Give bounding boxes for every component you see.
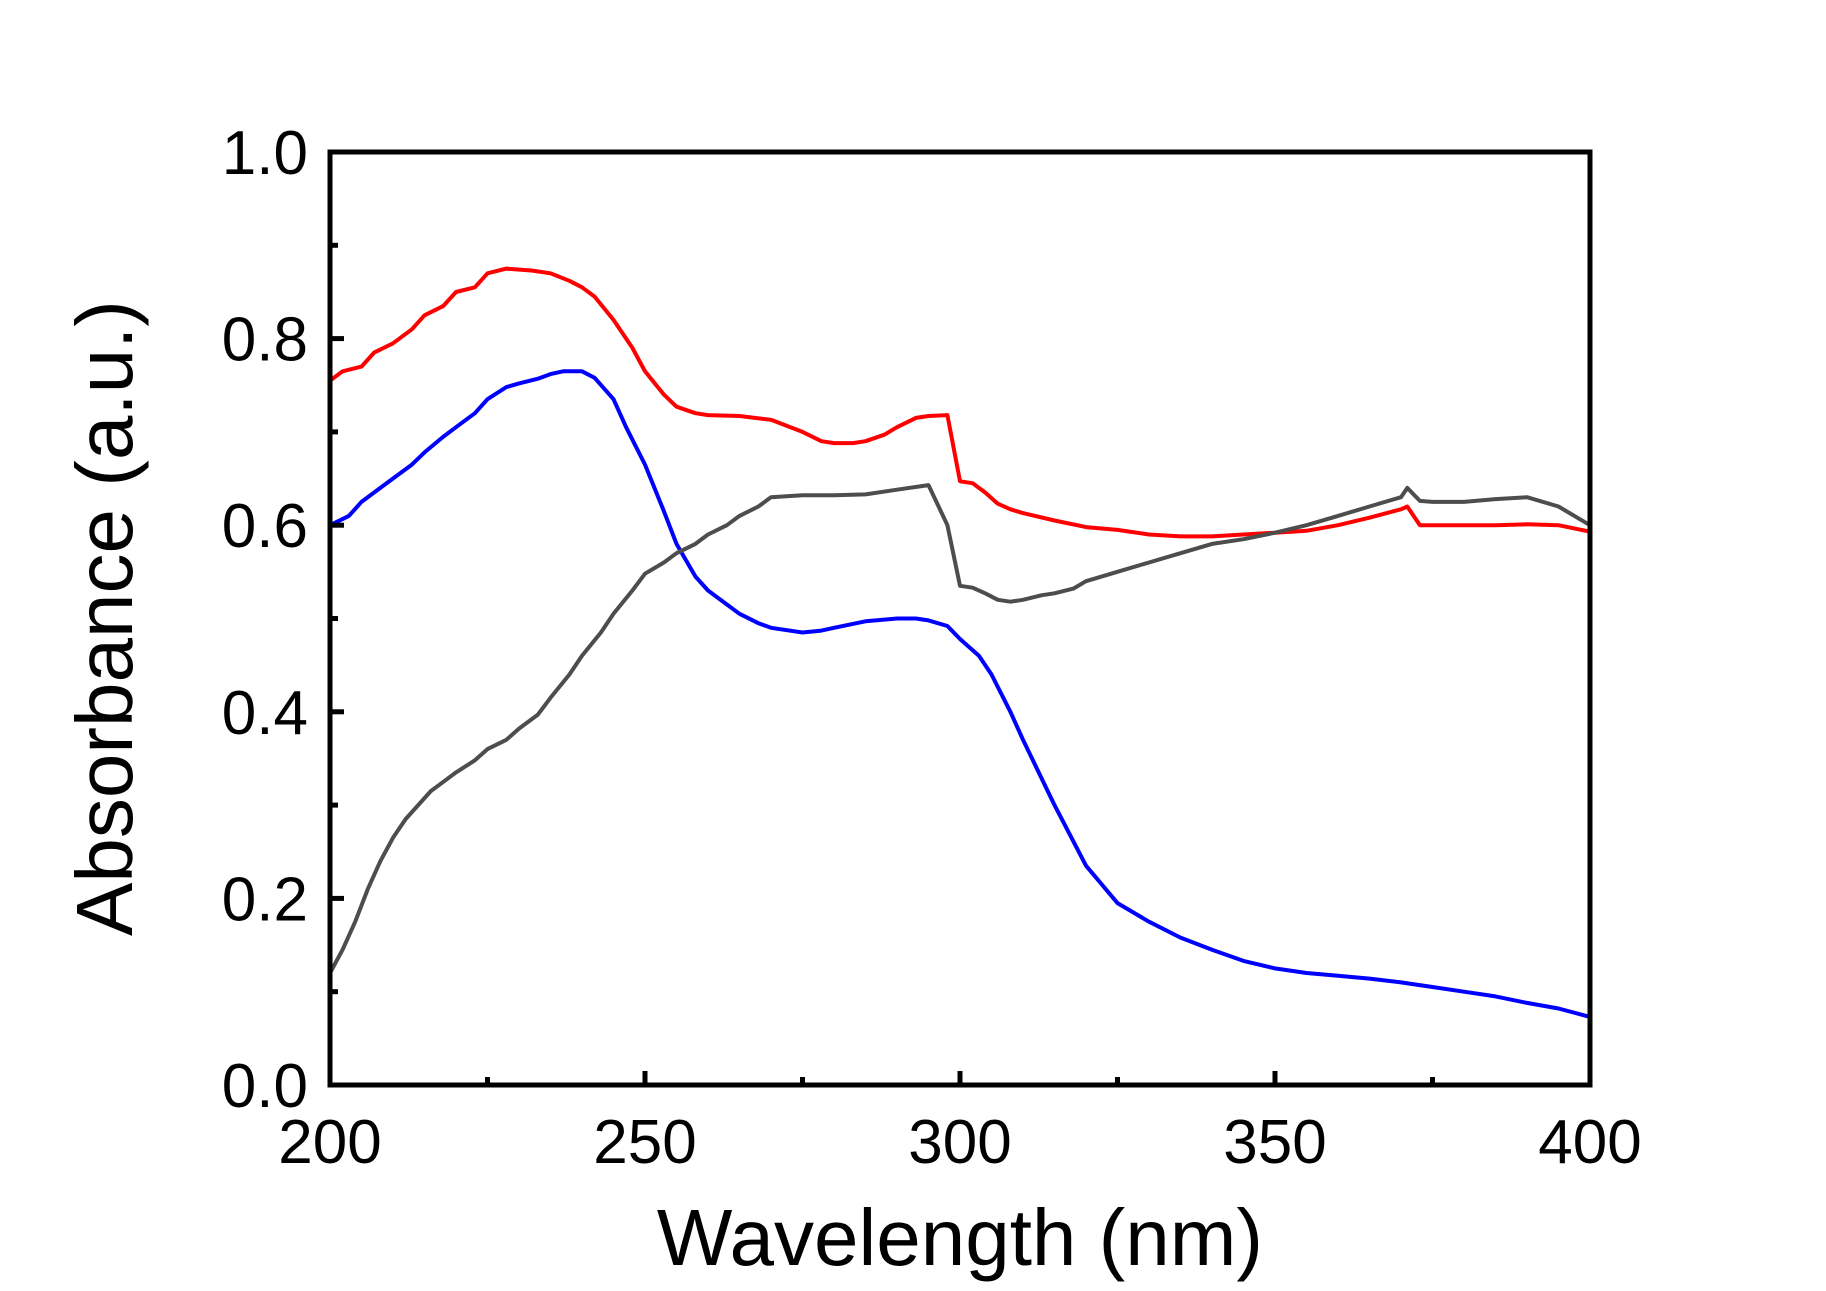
- y-tick-label: 1.0: [222, 119, 308, 188]
- x-tick-label: 250: [593, 1108, 696, 1177]
- y-tick-label: 0.8: [222, 306, 308, 375]
- plot-frame: [327, 149, 1593, 1088]
- y-tick-label: 0.6: [222, 492, 308, 561]
- y-axis-title: Absorbance (a.u.): [60, 300, 149, 936]
- x-tick-label: 400: [1538, 1108, 1641, 1177]
- series-line-gray: [328, 483, 1592, 975]
- tick-layer: [327, 149, 1593, 1088]
- series-line-red: [328, 266, 1592, 539]
- x-tick-label: 200: [278, 1108, 381, 1177]
- y-tick-label: 0.2: [222, 865, 308, 934]
- label-layer: 200 250 300 350 400 0.0 0.2 0.4 0.6 0.8 1.0: [222, 119, 1642, 1177]
- y-tick-label: 0.4: [222, 679, 308, 748]
- x-tick-label: 350: [1223, 1108, 1326, 1177]
- x-tick-label: 300: [908, 1108, 1011, 1177]
- x-axis-title: Wavelength (nm): [657, 1193, 1263, 1282]
- y-tick-label: 0.0: [222, 1052, 308, 1121]
- series-line-blue: [328, 369, 1592, 1019]
- series-layer: [328, 266, 1592, 1019]
